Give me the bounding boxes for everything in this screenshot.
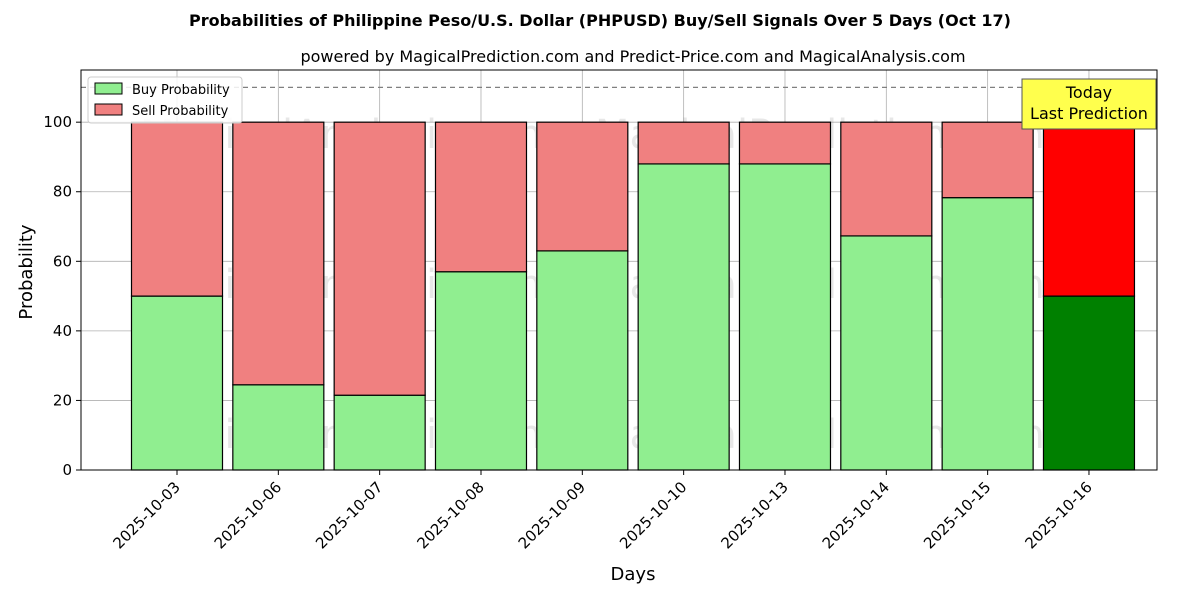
bar-sell-2025-10-08: [434, 121, 528, 273]
annotation-line-1: Today: [1065, 83, 1112, 102]
bar-buy-2025-10-08: [434, 271, 528, 471]
bar-buy-2025-10-09: [536, 250, 629, 471]
legend-swatch-buy: [94, 82, 123, 95]
bars: [130, 121, 1136, 471]
y-tick-label-60: 60: [53, 252, 72, 270]
y-axis-label: Probability: [16, 224, 37, 319]
bar-buy-2025-10-10: [637, 163, 730, 471]
legend-swatch-sell: [94, 103, 123, 116]
bar-sell-2025-10-06: [232, 121, 325, 386]
chart-title: Probabilities of Philippine Peso/U.S. Do…: [189, 11, 1011, 30]
y-tick-label-20: 20: [53, 391, 72, 409]
x-tick-label-2025-10-07: 2025-10-07: [312, 478, 386, 552]
x-tick-label-2025-10-13: 2025-10-13: [717, 478, 791, 552]
bar-buy-2025-10-15: [941, 197, 1034, 471]
bar-sell-2025-10-03: [130, 121, 224, 297]
y-tick-label-100: 100: [43, 113, 72, 131]
legend-box: [87, 76, 243, 124]
today-annotation: Today Last Prediction: [1021, 78, 1157, 130]
x-tick-label-2025-10-15: 2025-10-15: [920, 478, 994, 552]
legend-label-buy: Buy Probability: [132, 83, 230, 98]
x-tick-label-2025-10-08: 2025-10-08: [413, 478, 487, 552]
bar-sell-2025-10-07: [333, 121, 426, 396]
bar-buy-2025-10-16: [1042, 295, 1136, 471]
x-tick-label-2025-10-09: 2025-10-09: [515, 478, 589, 552]
x-tick-label-2025-10-03: 2025-10-03: [109, 478, 183, 552]
bar-buy-2025-10-06: [232, 384, 325, 471]
x-axis-label: Days: [611, 564, 656, 585]
annotation-box: [1021, 78, 1157, 130]
bar-buy-2025-10-03: [130, 295, 224, 471]
legend: Buy Probability Sell Probability: [87, 76, 243, 124]
y-axis: 0 20 40 60 80 100: [43, 113, 81, 479]
bar-buy-2025-10-07: [333, 394, 426, 471]
bar-sell-2025-10-15: [941, 121, 1034, 199]
annotation-line-2: Last Prediction: [1030, 104, 1148, 123]
x-tick-label-2025-10-14: 2025-10-14: [819, 478, 893, 552]
plot-border: [80, 69, 1158, 471]
legend-label-sell: Sell Probability: [132, 104, 229, 119]
bar-sell-2025-10-14: [840, 121, 933, 237]
bar-buy-2025-10-13: [738, 163, 832, 471]
y-tick-label-80: 80: [53, 183, 72, 201]
x-tick-label-2025-10-06: 2025-10-06: [211, 478, 285, 552]
bar-sell-2025-10-13: [738, 121, 832, 165]
y-tick-label-40: 40: [53, 322, 72, 340]
plot-area: MagicalAnalysis.comMagicalPrediction.com…: [43, 69, 1158, 552]
bar-buy-2025-10-14: [840, 235, 933, 471]
chart-subtitle: powered by MagicalPrediction.com and Pre…: [300, 47, 965, 66]
x-tick-label-2025-10-10: 2025-10-10: [616, 478, 690, 552]
y-tick-label-0: 0: [62, 461, 72, 479]
bar-sell-2025-10-16: [1042, 121, 1136, 297]
x-tick-label-2025-10-16: 2025-10-16: [1021, 478, 1095, 552]
x-axis: 2025-10-03 2025-10-06 2025-10-07 2025-10-08…: [109, 470, 1096, 552]
bar-sell-2025-10-09: [536, 121, 629, 252]
bar-sell-2025-10-10: [637, 121, 730, 165]
